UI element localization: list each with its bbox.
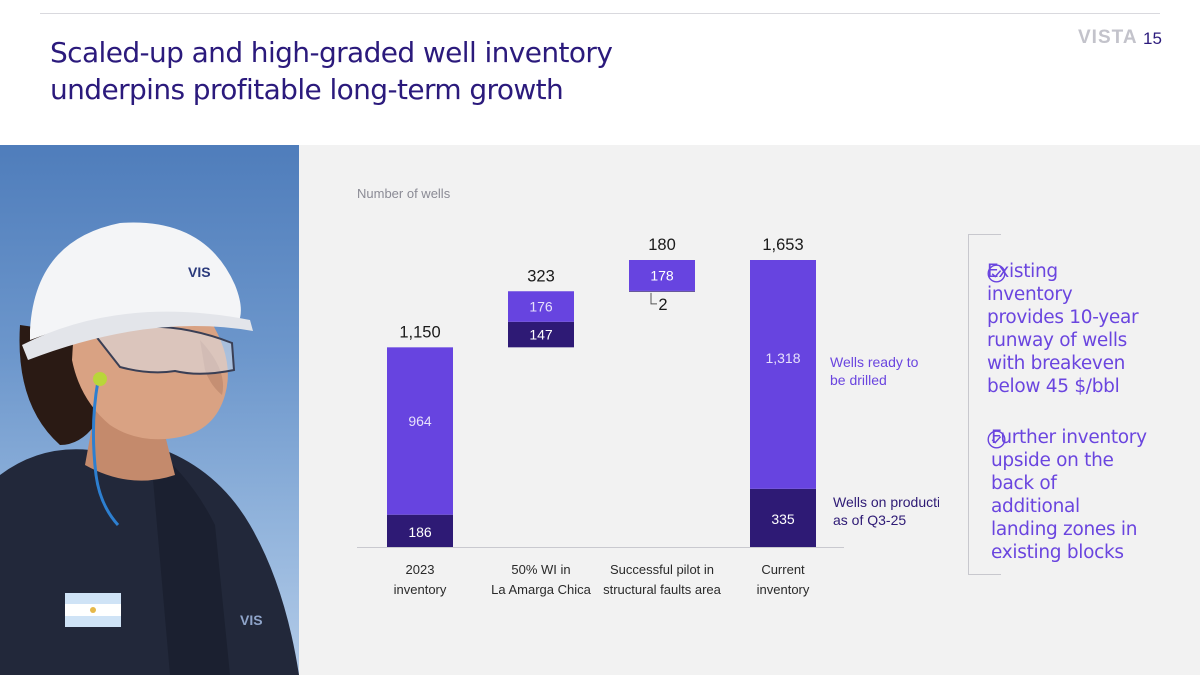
bullet-text: Existing inventory provides 10-year runw… <box>987 261 1139 397</box>
ready-label-0: 964 <box>408 413 432 429</box>
category-label-line2-1: La Amarga Chica <box>491 582 591 597</box>
annotation-ready-line1: Wells ready to <box>830 354 919 370</box>
production-label-1: 147 <box>529 327 553 343</box>
bar-production-0 <box>387 514 453 547</box>
helmet-label: VIS <box>188 264 211 280</box>
bullet-text: Further inventory upside on the back of … <box>991 427 1147 563</box>
flag-sun <box>90 607 96 613</box>
category-label-line1-3: Current <box>761 562 805 577</box>
category-label-line2-2: structural faults area <box>603 582 722 597</box>
hard-hat <box>30 222 241 340</box>
worker-photo: VIS VIS <box>0 145 299 675</box>
bullet-further-upside: Further inventory upside on the back of … <box>987 426 1151 564</box>
annotation-production-line2: as of Q3-25 <box>833 512 906 528</box>
y-axis-label: Number of wells <box>357 186 451 201</box>
waterfall-chart: 1,150 964 186 2023 inventory 323 176 147 50% WI … <box>357 236 939 597</box>
total-label-1: 323 <box>527 267 555 285</box>
annotation-ready-line2: be drilled <box>830 372 887 388</box>
bar-ready-2 <box>629 260 695 291</box>
vista-logo: VISTA <box>1078 27 1138 48</box>
total-label-2: 180 <box>648 236 676 254</box>
category-label-line2-0: inventory <box>394 582 447 597</box>
ready-label-1: 176 <box>529 299 553 315</box>
bullet-existing-inventory: Existing inventory provides 10-year runw… <box>987 260 1147 398</box>
header-rule <box>40 13 1160 14</box>
production-label-2: 2 <box>658 296 667 314</box>
production-leader-2 <box>650 292 657 305</box>
total-label-3: 1,653 <box>762 236 803 254</box>
check-circle-icon <box>987 430 1006 449</box>
shirt-label: VIS <box>240 612 263 628</box>
bar-ready-3 <box>750 260 816 489</box>
category-label-line1-2: Successful pilot in <box>610 562 714 577</box>
ready-label-3: 1,318 <box>765 350 800 366</box>
annotation-production-line1: Wells on production <box>833 494 939 510</box>
category-label-line2-3: inventory <box>757 582 810 597</box>
bar-production-1 <box>508 321 574 348</box>
chart-panel: Number of wells 1,150 964 186 2023 inventory… <box>299 145 1200 675</box>
earplug-cord <box>91 380 120 527</box>
bar-production-3 <box>750 488 816 547</box>
neck-shape <box>85 410 175 481</box>
page-number: 15 <box>1143 29 1162 48</box>
bullets-bracket <box>968 234 1001 575</box>
total-label-0: 1,150 <box>399 323 440 341</box>
production-label-3: 335 <box>771 511 795 527</box>
hard-hat-brim <box>22 311 253 360</box>
bar-production-2 <box>629 290 695 292</box>
title-line-2: underpins profitable long-term growth <box>50 73 564 106</box>
bar-ready-0 <box>387 347 453 515</box>
check-circle-icon <box>987 264 1006 283</box>
category-label-line1-0: 2023 <box>406 562 435 577</box>
ready-label-2: 178 <box>650 267 674 283</box>
earplug <box>93 372 107 386</box>
title-line-1: Scaled-up and high-graded well inventory <box>50 36 613 69</box>
production-label-0: 186 <box>408 524 432 540</box>
page-title: Scaled-up and high-graded well inventory… <box>50 34 613 108</box>
jacket-fold <box>150 445 230 675</box>
bar-ready-1 <box>508 291 574 322</box>
category-label-line1-1: 50% WI in <box>511 562 570 577</box>
worker-illustration: VIS VIS <box>0 222 299 675</box>
